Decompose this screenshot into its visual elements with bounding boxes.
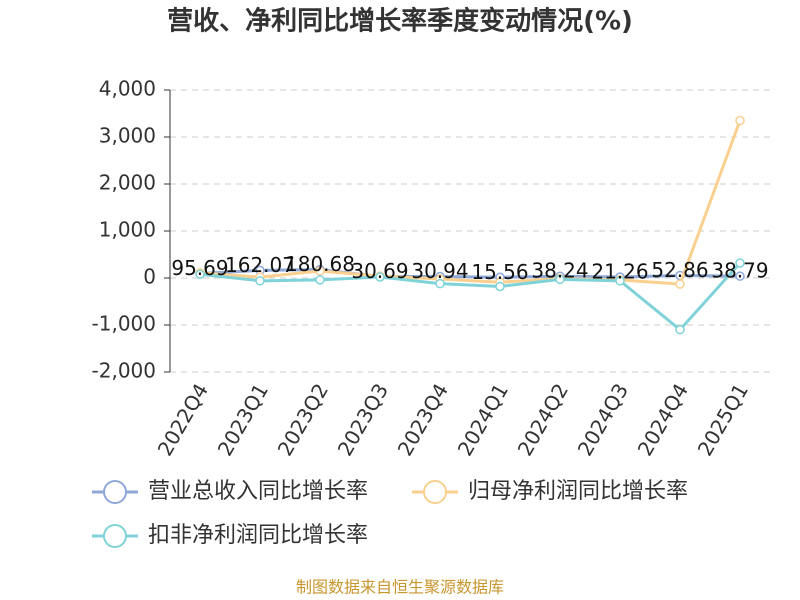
data-label: 95.69 [171,256,228,280]
data-point [375,272,385,282]
legend-marker [103,524,127,548]
data-label: 38.79 [711,259,768,283]
x-tick-label: 2023Q3 [333,379,393,460]
legend-marker [103,480,127,504]
data-label: 15.56 [471,260,528,284]
x-tick-label: 2023Q4 [393,379,453,460]
data-point [315,275,325,285]
legend-label: 归母净利润同比增长率 [468,479,688,504]
y-tick-label: 4,000 [99,77,156,101]
chart-title: 营收、净利同比增长率季度变动情况(%) [167,6,633,37]
data-point [735,115,745,126]
x-tick-label: 2023Q2 [273,379,333,460]
x-tick-label: 2022Q4 [153,379,213,460]
y-tick-label: -2,000 [92,359,156,383]
series-line [199,268,741,279]
data-point [615,276,625,286]
data-point [195,269,205,279]
data-label: 38.24 [531,259,588,283]
data-label: 21.26 [591,260,648,284]
data-label: 180.68 [285,252,355,276]
data-label: 52.86 [651,258,708,282]
data-label: 30.94 [411,259,468,283]
y-tick-label: 1,000 [99,218,156,242]
legend-label: 营业总收入同比增长率 [148,479,368,504]
y-tick-label: -1,000 [92,312,156,336]
legend-marker [423,480,447,504]
x-tick-label: 2025Q1 [693,379,753,460]
series-line [199,120,742,286]
data-point [735,258,745,268]
data-point [735,271,745,281]
x-tick-label: 2024Q3 [573,379,633,460]
data-label: 30.69 [351,259,408,283]
data-point [315,266,325,276]
series-line [199,261,742,332]
source-note: 制图数据来自恒生聚源数据库 [296,578,504,597]
data-point [675,324,685,335]
legend-label: 扣非净利润同比增长率 [148,523,368,548]
data-point [555,274,565,285]
data-point [675,279,685,289]
data-point [435,278,445,289]
data-point [495,281,505,292]
x-tick-label: 2024Q2 [513,379,573,460]
y-tick-label: 3,000 [99,124,156,148]
data-point [255,276,265,286]
x-tick-label: 2023Q1 [213,379,273,460]
y-tick-label: 2,000 [99,171,156,195]
x-tick-label: 2024Q1 [453,379,513,460]
x-tick-label: 2024Q4 [633,379,693,460]
y-tick-label: 0 [143,265,156,289]
data-label: 162.07 [225,253,295,277]
